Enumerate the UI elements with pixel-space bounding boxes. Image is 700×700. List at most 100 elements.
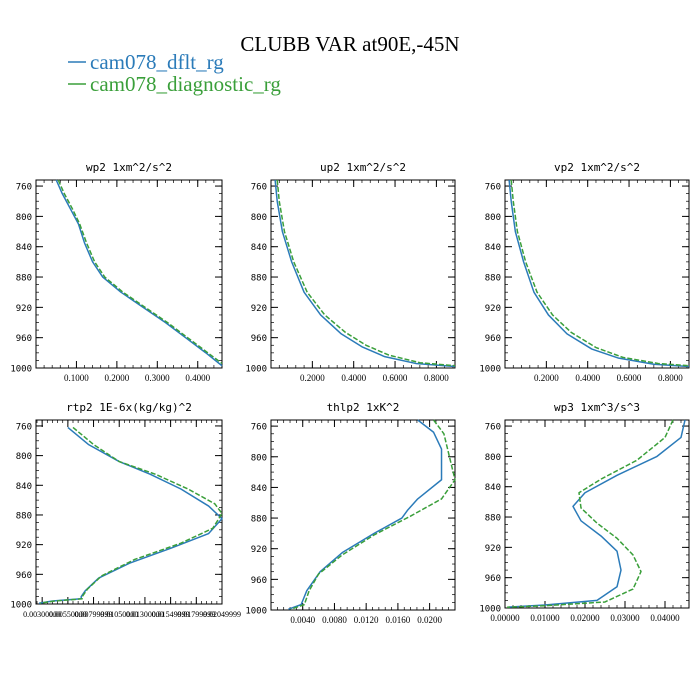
y-tick-label: 760 [485,423,501,433]
x-tick-label: 0.4000 [575,373,600,383]
x-tick-label: 0.8000 [424,373,449,383]
legend-label-diagnostic: cam078_diagnostic_rg [90,72,281,96]
panel-title: wp3 1xm^3/s^3 [554,401,640,414]
series-line-dflt [38,426,223,604]
x-tick-label: 0.00300000 [23,610,61,619]
x-tick-label: 0.01300000 [126,610,164,619]
y-tick-label: 840 [485,243,501,253]
y-tick-label: 760 [16,183,32,193]
y-tick-label: 960 [485,574,501,584]
y-tick-label: 1000 [245,607,267,617]
panel-1: wp2 1xm^2/s^2 0.1000 0.2000 0.3000 0.4000 760… [10,161,223,383]
x-tick-label: 0.03000 [610,613,640,623]
y-tick-label: 840 [251,484,267,494]
panel-frame [270,179,456,369]
y-tick-label: 1000 [10,601,32,611]
y-tick-label: 960 [251,576,267,586]
y-tick-label: 800 [485,453,501,463]
y-tick-label: 800 [16,452,32,462]
x-tick-label: 0.01549999 [152,610,190,619]
y-tick-label: 920 [485,304,501,314]
y-tick-label: 880 [485,514,501,524]
panel-title: up2 1xm^2/s^2 [320,161,406,174]
x-tick-label: 0.02049999 [203,610,241,619]
x-tick-label: 0.4000 [185,373,210,383]
y-tick-label: 1000 [10,365,32,375]
x-tick-label: 0.0040 [290,615,315,625]
x-tick-label: 0.4000 [341,373,366,383]
x-tick-label: 0.3000 [145,373,170,383]
x-tick-label: 0.6000 [383,373,408,383]
series-line-dflt [508,179,690,368]
panel-title: thlp2 1xK^2 [327,401,400,414]
y-tick-label: 920 [16,541,32,551]
y-tick-label: 840 [16,243,32,253]
x-tick-label: 0.0160 [386,615,411,625]
x-tick-label: 0.01050000 [100,610,138,619]
legend: cam078_dflt_rg cam078_diagnostic_rg [68,50,281,96]
panel-2: up2 1xm^2/s^2 0.2000 0.4000 0.6000 0.8000 760… [245,161,456,383]
x-tick-label: 0.2000 [534,373,559,383]
y-tick-label: 1000 [479,365,501,375]
series-line-diagnostic [276,179,456,367]
y-tick-label: 760 [251,183,267,193]
x-tick-label: 0.00000 [490,613,520,623]
y-tick-label: 880 [251,515,267,525]
series-line-dflt [288,419,443,610]
x-tick-label: 0.2000 [104,373,129,383]
series-line-diagnostic [510,179,690,367]
y-tick-label: 960 [16,334,32,344]
y-tick-label: 840 [16,482,32,492]
series-line-dflt [55,179,223,367]
x-tick-label: 0.01799999 [177,610,215,619]
panel-frame [504,419,690,609]
series-line-diagnostic [506,419,674,608]
y-tick-label: 960 [16,571,32,581]
y-tick-label: 760 [16,422,32,432]
y-tick-label: 920 [16,304,32,314]
y-tick-label: 880 [16,274,32,284]
series-line-diagnostic [39,426,223,605]
panel-6: wp3 1xm^3/s^3 0.00000 0.01000 0.02000 0.0300… [479,401,690,623]
x-tick-label: 0.01000 [530,613,560,623]
panel-title: rtp2 1E-6x(kg/kg)^2 [66,401,192,414]
x-tick-label: 0.6000 [617,373,642,383]
y-tick-label: 840 [485,483,501,493]
x-tick-label: 0.8000 [658,373,683,383]
series-line-dflt [506,419,686,608]
panel-frame [35,179,223,369]
x-tick-label: 0.0200 [417,615,442,625]
y-tick-label: 880 [251,274,267,284]
y-tick-label: 800 [16,213,32,223]
y-tick-label: 920 [485,544,501,554]
y-tick-label: 1000 [479,605,501,615]
series-line-dflt [274,179,456,368]
y-tick-label: 840 [251,243,267,253]
y-tick-label: 880 [16,511,32,521]
x-tick-label: 0.04000 [650,613,680,623]
y-tick-label: 800 [485,213,501,223]
legend-label-dflt: cam078_dflt_rg [90,50,224,74]
panel-3: vp2 1xm^2/s^2 0.2000 0.4000 0.6000 0.8000 760… [479,161,690,383]
panel-frame [35,419,223,605]
panel-frame [270,419,456,611]
y-tick-label: 920 [251,545,267,555]
panel-title: vp2 1xm^2/s^2 [554,161,640,174]
series-line-diagnostic [290,419,456,610]
y-tick-label: 880 [485,274,501,284]
panel-title: wp2 1xm^2/s^2 [86,161,172,174]
y-tick-label: 800 [251,453,267,463]
x-tick-label: 0.1000 [64,373,89,383]
y-tick-label: 960 [251,334,267,344]
y-tick-label: 960 [485,334,501,344]
panels: wp2 1xm^2/s^2 0.1000 0.2000 0.3000 0.4000 760… [10,161,690,625]
x-tick-label: 0.02000 [570,613,600,623]
figure-title: CLUBB VAR at90E,-45N [240,32,459,56]
y-tick-label: 1000 [245,365,267,375]
y-tick-label: 760 [485,183,501,193]
panel-4: rtp2 1E-6x(kg/kg)^20.003000000.005500000… [10,401,241,619]
series-line-diagnostic [57,179,223,365]
x-tick-label: 0.0120 [354,615,379,625]
x-tick-label: 0.00799999 [75,610,113,619]
